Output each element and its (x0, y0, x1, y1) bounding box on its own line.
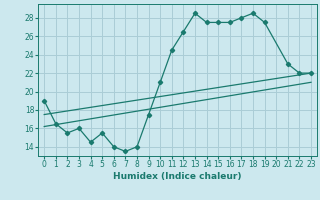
X-axis label: Humidex (Indice chaleur): Humidex (Indice chaleur) (113, 172, 242, 181)
